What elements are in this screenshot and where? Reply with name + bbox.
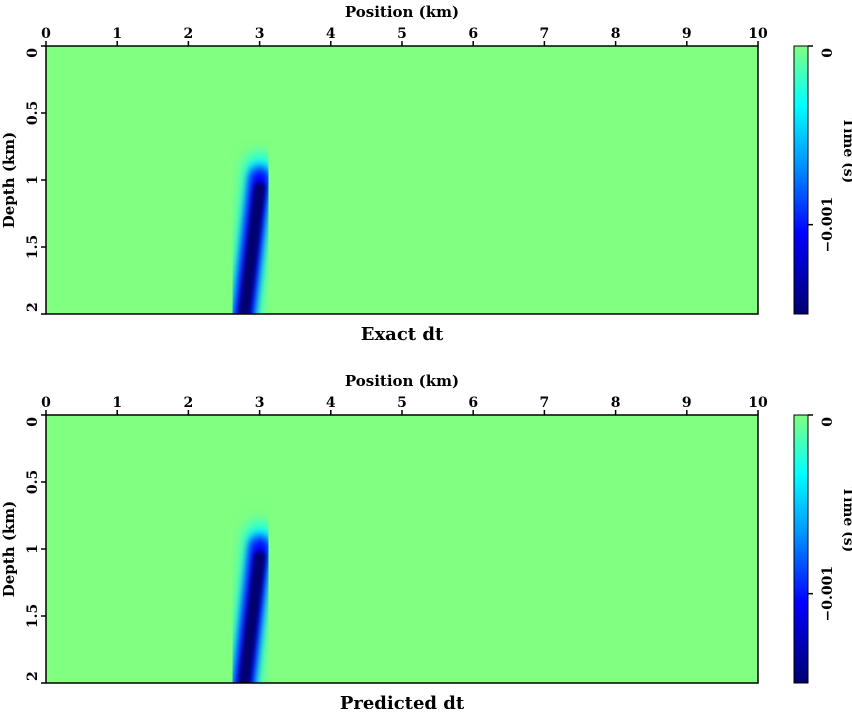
x-tick-label: 7 — [540, 395, 550, 411]
y-tick-label: 0 — [25, 48, 41, 58]
y-tick-label: 0.5 — [25, 101, 41, 125]
colorbar-label: Time (s) — [840, 487, 852, 552]
colorbar-tick-label: 0 — [820, 48, 836, 58]
y-tick-label: 1.5 — [25, 604, 41, 628]
x-tick-label: 3 — [255, 26, 265, 42]
heatmap-background — [46, 46, 758, 314]
heatmap-background — [46, 415, 758, 683]
colorbar-tick-label: −0.001 — [820, 566, 836, 622]
x-tick-label: 5 — [397, 26, 407, 42]
x-tick-label: 7 — [540, 26, 550, 42]
y-tick-label: 2 — [25, 302, 41, 312]
y-tick-label: 1.5 — [25, 235, 41, 259]
panel-title: Exact dt — [361, 324, 444, 345]
x-tick-label: 4 — [326, 395, 336, 411]
colorbar-tick-label: −0.001 — [820, 197, 836, 253]
y-tick-label: 2 — [25, 671, 41, 681]
colorbar-tick-label: 0 — [820, 417, 836, 427]
x-tick-label: 6 — [468, 26, 478, 42]
colorbar: 0 −0.001 Time (s) — [793, 45, 852, 315]
anomaly-layer-4 — [238, 550, 266, 683]
y-tick-label: 0.5 — [25, 470, 41, 494]
x-tick-label: 2 — [184, 26, 194, 42]
x-tick-label: 3 — [255, 395, 265, 411]
y-tick-label: 1 — [25, 175, 41, 185]
panel-2: 0 1 2 3 4 5 6 7 8 9 10 Position (km) 0 0.5 1 1.5 2 Depth … — [0, 372, 852, 714]
colorbar-gradient — [793, 414, 809, 684]
x-tick-label: 10 — [748, 395, 768, 411]
colorbar-gradient — [793, 45, 809, 315]
y-axis-label: Depth (km) — [0, 501, 18, 598]
x-tick-label: 4 — [326, 26, 336, 42]
x-tick-label: 6 — [468, 395, 478, 411]
x-tick-label: 10 — [748, 26, 768, 42]
x-tick-label: 9 — [682, 26, 692, 42]
y-axis-label: Depth (km) — [0, 132, 18, 229]
x-tick-label: 5 — [397, 395, 407, 411]
x-tick-label: 9 — [682, 395, 692, 411]
x-axis-label: Position (km) — [345, 372, 459, 390]
panel-title: Predicted dt — [340, 693, 465, 709]
x-tick-label: 2 — [184, 395, 194, 411]
anomaly-layer-4 — [238, 181, 266, 314]
x-tick-label: 0 — [41, 26, 51, 42]
x-tick-label: 1 — [112, 395, 122, 411]
x-tick-label: 8 — [611, 395, 621, 411]
panel-1: 0 1 2 3 4 5 6 7 8 9 10 Position (km) 0 0.5 1 1.5 2 Depth … — [0, 3, 852, 345]
x-axis-label: Position (km) — [345, 3, 459, 21]
colorbar: 0 −0.001 Time (s) — [793, 414, 852, 684]
y-tick-label: 0 — [25, 417, 41, 427]
x-tick-label: 1 — [112, 26, 122, 42]
anomaly — [229, 153, 274, 314]
x-tick-label: 8 — [611, 26, 621, 42]
x-tick-label: 0 — [41, 395, 51, 411]
anomaly — [229, 522, 274, 683]
colorbar-label: Time (s) — [840, 118, 852, 183]
y-tick-label: 1 — [25, 544, 41, 554]
